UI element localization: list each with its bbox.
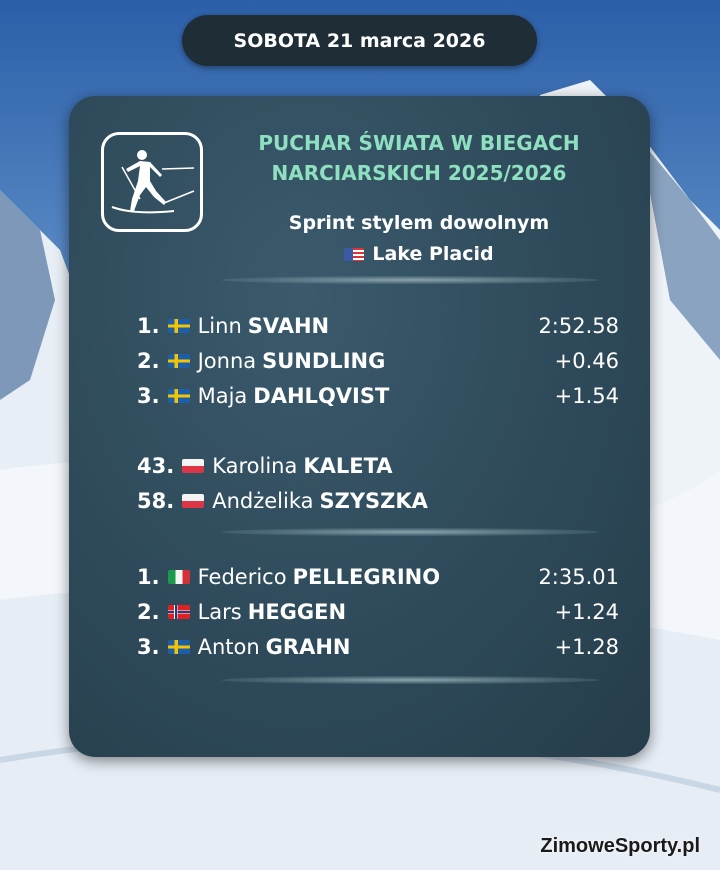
first-name: Jonna: [197, 348, 257, 373]
venue-name: Lake Placid: [372, 243, 494, 265]
result-time: +1.28: [554, 634, 619, 659]
last-name: SZYSZKA: [319, 488, 428, 513]
sweden-flag-icon: [167, 353, 190, 368]
sweden-flag-icon: [167, 639, 190, 654]
result-row: 2. Jonna SUNDLING +0.46: [137, 343, 619, 378]
first-name: Anton: [197, 634, 260, 659]
event-name: Sprint stylem dowolnym: [288, 212, 550, 234]
brand-logo: ZimoweSporty.pl: [540, 835, 700, 857]
date-banner: SOBOTA 21 marca 2026: [182, 15, 537, 66]
poland-flag-icon: [182, 493, 205, 508]
divider: [221, 528, 599, 536]
result-row: 1. Federico PELLEGRINO 2:35.01: [137, 559, 619, 594]
result-row: 43. Karolina KALETA: [137, 448, 619, 483]
result-row: 3. Maja DAHLQVIST +1.54: [137, 378, 619, 413]
last-name: PELLEGRINO: [292, 564, 441, 589]
competition-title: PUCHAR ŚWIATA W BIEGACH NARCIARSKICH 202…: [219, 128, 619, 188]
position: 1.: [137, 564, 160, 589]
position: 3.: [137, 383, 160, 408]
last-name: HEGGEN: [247, 599, 347, 624]
norway-flag-icon: [167, 604, 190, 619]
us-flag-icon: [344, 248, 365, 261]
first-name: Maja: [197, 383, 248, 408]
first-name: Lars: [197, 599, 242, 624]
sweden-flag-icon: [167, 318, 190, 333]
result-row: 1. Linn SVAHN 2:52.58: [137, 308, 619, 343]
last-name: KALETA: [303, 453, 393, 478]
last-name: SUNDLING: [262, 348, 386, 373]
position: 2.: [137, 348, 160, 373]
position: 2.: [137, 599, 160, 624]
poland-flag-icon: [182, 458, 205, 473]
title-line-1: PUCHAR ŚWIATA W BIEGACH: [258, 131, 580, 155]
title-line-2: NARCIARSKICH 2025/2026: [271, 161, 567, 185]
position: 58.: [137, 488, 175, 513]
last-name: SVAHN: [247, 313, 330, 338]
divider: [221, 276, 599, 284]
first-name: Federico: [197, 564, 287, 589]
sweden-flag-icon: [167, 388, 190, 403]
divider: [221, 676, 599, 684]
result-time: +0.46: [554, 348, 619, 373]
first-name: Linn: [197, 313, 242, 338]
results-card: PUCHAR ŚWIATA W BIEGACH NARCIARSKICH 202…: [69, 96, 650, 757]
result-time: 2:35.01: [538, 564, 619, 589]
last-name: DAHLQVIST: [253, 383, 390, 408]
event-info: Sprint stylem dowolnym Lake Placid: [219, 208, 619, 270]
italy-flag-icon: [167, 569, 190, 584]
result-time: +1.24: [554, 599, 619, 624]
cross-country-skier-icon: [101, 132, 203, 232]
venue: Lake Placid: [219, 239, 619, 270]
position: 3.: [137, 634, 160, 659]
position: 1.: [137, 313, 160, 338]
last-name: GRAHN: [265, 634, 351, 659]
result-time: +1.54: [554, 383, 619, 408]
first-name: Karolina: [212, 453, 298, 478]
result-row: 58. Andżelika SZYSZKA: [137, 483, 619, 518]
result-row: 2. Lars HEGGEN +1.24: [137, 594, 619, 629]
first-name: Andżelika: [212, 488, 314, 513]
result-time: 2:52.58: [538, 313, 619, 338]
result-row: 3. Anton GRAHN +1.28: [137, 629, 619, 664]
position: 43.: [137, 453, 175, 478]
